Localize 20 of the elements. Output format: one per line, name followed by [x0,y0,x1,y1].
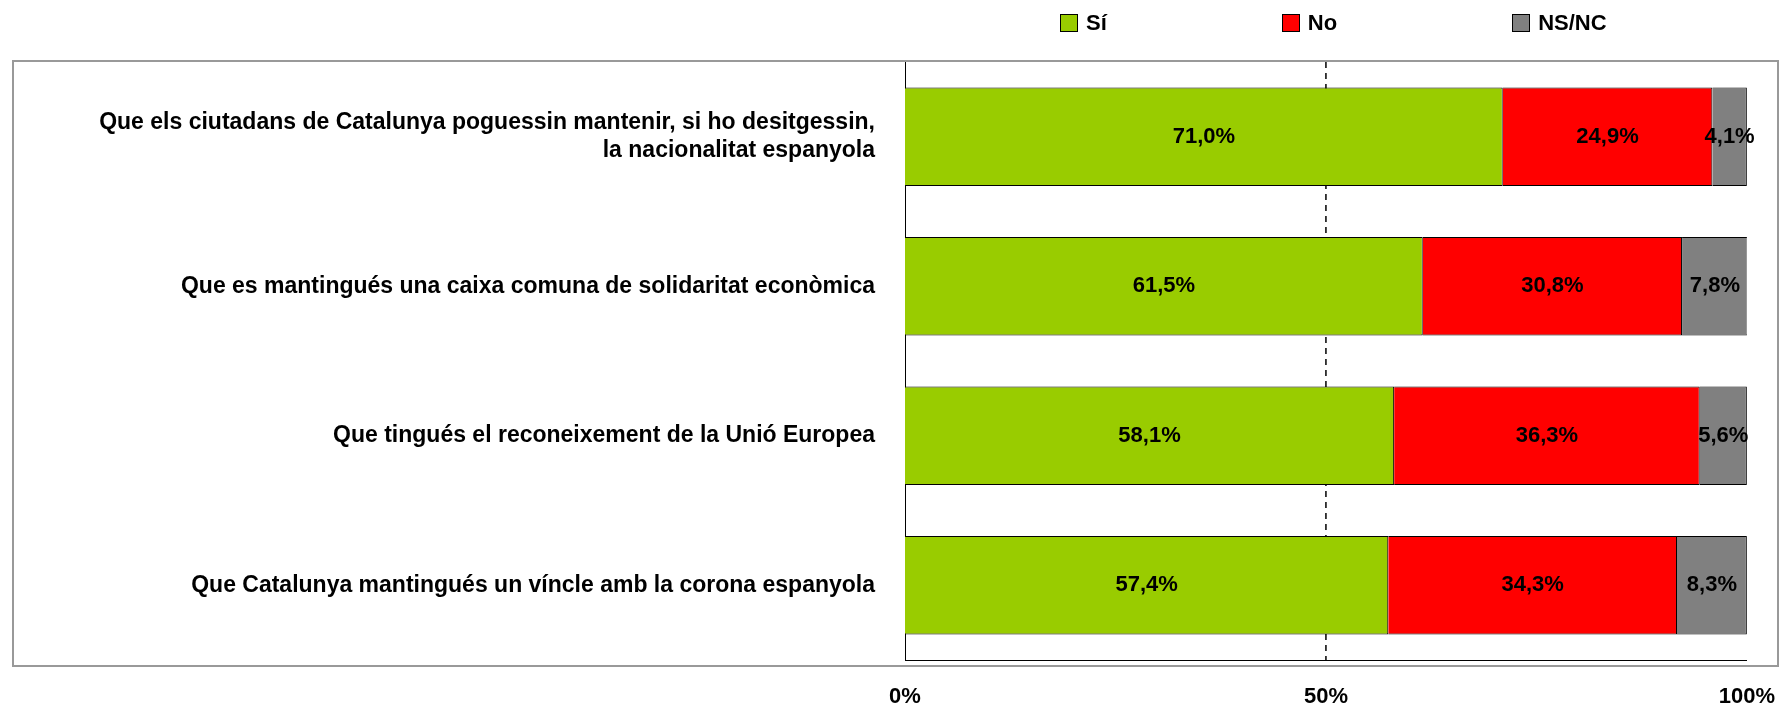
data-label: 36,3% [1515,421,1579,447]
legend-label: No [1307,10,1338,36]
data-label: 57,4% [1115,571,1178,597]
data-label: 34,3% [1501,571,1564,597]
x-tick-label: 0% [889,683,921,709]
y-tick-label: Que tingués el reconeixement de la Unió Europea [333,421,876,448]
data-label: 61,5% [1132,272,1196,298]
x-tick-label: 100% [1718,683,1776,709]
data-label: 8,3% [1686,571,1738,597]
y-tick-label: Que Catalunya mantingués un víncle amb la corona espanyola [191,570,876,597]
x-tick-label: 50% [1303,683,1348,709]
text: Sí [1086,10,1107,36]
data-label: 30,8% [1521,272,1584,298]
data-label: 71,0% [1172,122,1236,148]
legend-label: NS/NC [1538,10,1607,36]
data-label: 24,9% [1576,122,1639,148]
data-label: 7,8% [1689,272,1740,298]
y-tick-label: Que es mantingués una caixa comuna de solidaritat econòmica [180,271,876,298]
data-label: 58,1% [1118,421,1181,447]
y-tick-label: Que els ciutadans de Catalunya poguessin mantenir, si ho desitgessin, la nacionalitat espanyola [99,108,876,162]
